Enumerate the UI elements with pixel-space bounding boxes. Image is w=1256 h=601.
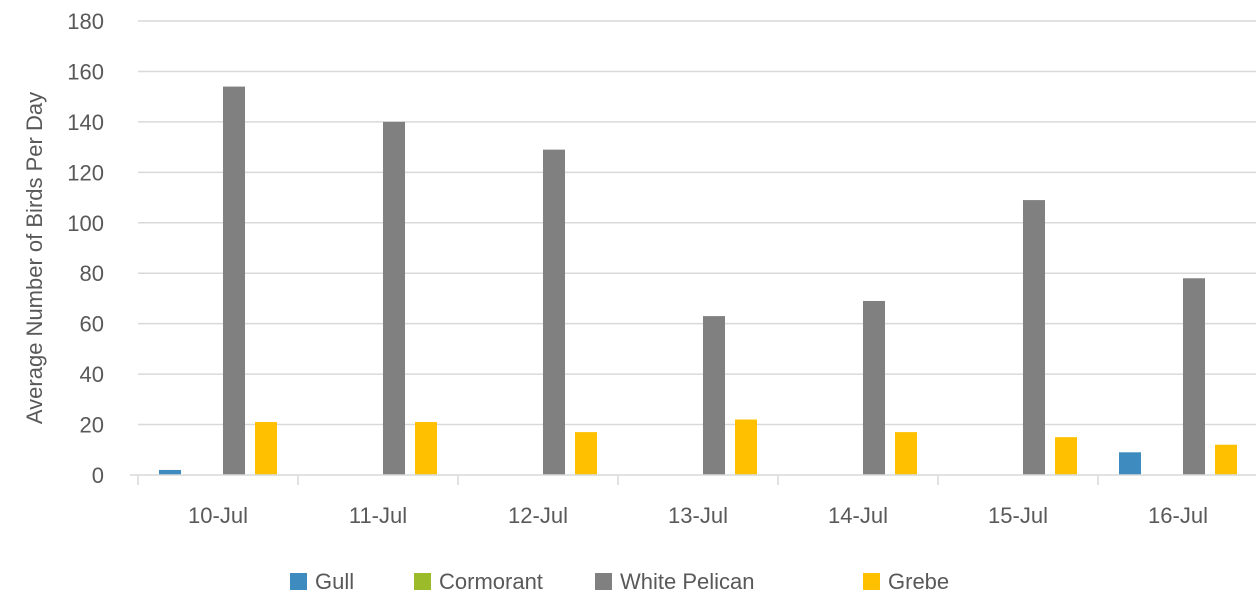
legend-swatch: [414, 573, 431, 590]
bar-grebe-14-jul: [895, 432, 917, 475]
y-tick-label: 40: [80, 362, 104, 387]
legend-item-gull: Gull: [290, 569, 354, 594]
bar-grebe-12-jul: [575, 432, 597, 475]
bar-gull-16-jul: [1119, 452, 1141, 475]
axes: [130, 474, 1256, 485]
y-tick-label: 20: [80, 413, 104, 438]
x-tick-labels: 10-Jul 11-Jul 12-Jul 13-Jul 14-Jul 15-Jul 16-J…: [188, 503, 1208, 528]
legend-item-white-pelican: White Pelican: [595, 569, 755, 594]
legend: Gull Cormorant White Pelican Grebe: [290, 569, 949, 594]
bar-white-pelican-13-jul: [703, 316, 725, 475]
y-tick-label: 60: [80, 312, 104, 337]
bar-white-pelican-12-jul: [543, 149, 565, 475]
y-tick-label: 100: [67, 211, 104, 236]
bar-grebe-10-jul: [255, 422, 277, 475]
x-tick-label: 10-Jul: [188, 503, 248, 528]
x-tick-label: 14-Jul: [828, 503, 888, 528]
bar-white-pelican-15-jul: [1023, 200, 1045, 476]
legend-label: Gull: [315, 569, 354, 594]
bar-grebe-16-jul: [1215, 444, 1237, 475]
legend-swatch: [863, 573, 880, 590]
bar-white-pelican-11-jul: [383, 121, 405, 475]
legend-label: Grebe: [888, 569, 949, 594]
y-tick-label: 120: [67, 160, 104, 185]
bar-white-pelican-14-jul: [863, 300, 885, 475]
legend-swatch: [290, 573, 307, 590]
bar-white-pelican-16-jul: [1183, 278, 1205, 475]
y-tick-label: 140: [67, 110, 104, 135]
bar-gull-10-jul: [159, 469, 181, 475]
y-tick-label: 160: [67, 59, 104, 84]
bars: [159, 86, 1237, 476]
bar-grebe-13-jul: [735, 419, 757, 475]
x-tick-label: 11-Jul: [349, 503, 407, 528]
legend-swatch: [595, 573, 612, 590]
legend-item-cormorant: Cormorant: [414, 569, 543, 594]
x-tick-label: 12-Jul: [508, 503, 568, 528]
bar-white-pelican-10-jul: [223, 86, 245, 476]
y-axis-title: Average Number of Birds Per Day: [22, 92, 47, 424]
legend-item-grebe: Grebe: [863, 569, 949, 594]
y-tick-label: 80: [80, 261, 104, 286]
bar-grebe-11-jul: [415, 422, 437, 475]
legend-label: Cormorant: [439, 569, 543, 594]
x-tick-label: 13-Jul: [668, 503, 728, 528]
bar-grebe-15-jul: [1055, 437, 1077, 475]
x-tick-label: 15-Jul: [988, 503, 1048, 528]
x-tick-label: 16-Jul: [1148, 503, 1208, 528]
y-tick-labels: 0 20 40 60 80 100 120 140 160 180: [67, 9, 104, 488]
gridlines: [138, 20, 1256, 426]
y-tick-label: 0: [92, 463, 104, 488]
legend-label: White Pelican: [620, 569, 755, 594]
y-tick-label: 180: [67, 9, 104, 34]
